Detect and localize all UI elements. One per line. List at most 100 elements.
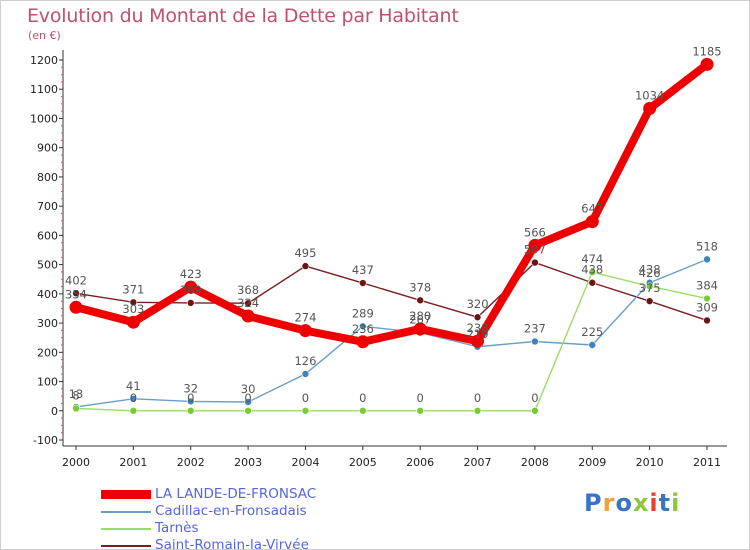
legend-swatch — [101, 511, 151, 513]
data-label: 1034 — [635, 89, 664, 103]
data-label: 32 — [183, 381, 198, 395]
data-label: 647 — [581, 202, 603, 216]
data-point — [531, 337, 539, 346]
y-tick-label: 300 — [37, 317, 58, 330]
series-line — [75, 261, 708, 322]
legend-label: Saint-Romain-la-Virvée — [155, 537, 309, 550]
data-label: 0 — [417, 391, 424, 405]
data-label: 280 — [409, 309, 431, 323]
data-label: 474 — [581, 252, 603, 266]
logo-letter: o — [615, 489, 633, 517]
data-point — [301, 406, 310, 415]
data-point — [186, 406, 195, 415]
y-tick-label: 400 — [37, 288, 58, 301]
data-point — [588, 278, 597, 287]
y-tick-label: 800 — [37, 171, 58, 184]
x-tick-label: 2001 — [119, 456, 147, 469]
data-label: 324 — [237, 296, 259, 310]
data-label: 236 — [352, 322, 374, 336]
x-tick-label: 2004 — [291, 456, 319, 469]
data-point — [186, 397, 195, 406]
data-label: 303 — [122, 302, 144, 316]
data-point — [184, 280, 198, 294]
data-label: 126 — [294, 354, 316, 368]
data-label: 0 — [474, 391, 481, 405]
data-point — [531, 258, 539, 267]
y-tick-label: 1100 — [30, 83, 58, 96]
x-tick-label: 2008 — [521, 456, 549, 469]
data-label: 1185 — [692, 44, 721, 58]
y-tick-label: 1000 — [30, 112, 58, 125]
data-point — [298, 324, 312, 338]
data-label: 375 — [639, 281, 661, 295]
data-label: 378 — [409, 280, 431, 294]
data-label: 368 — [237, 283, 259, 297]
logo-letter: i — [671, 489, 681, 517]
data-point — [643, 102, 657, 116]
data-label: 518 — [696, 239, 718, 253]
data-label: 426 — [639, 266, 661, 280]
data-point — [186, 299, 195, 307]
y-tick-label: 700 — [37, 200, 58, 213]
data-label: 219 — [467, 327, 489, 341]
data-label: 0 — [187, 391, 194, 405]
data-label: 438 — [639, 263, 661, 277]
data-point — [416, 406, 424, 415]
data-label: 0 — [531, 391, 538, 405]
data-point — [69, 300, 83, 314]
y-axis-ticks: -100 0 100 200 300 400 500 600 700 800 900 1000 1100… — [30, 54, 63, 447]
data-label: 384 — [696, 279, 718, 293]
data-point — [703, 255, 711, 264]
data-point — [129, 298, 138, 307]
data-label: 320 — [467, 297, 489, 311]
data-label: 0 — [130, 391, 137, 405]
data-label: 507 — [524, 243, 546, 257]
logo-letter: x — [632, 489, 650, 517]
data-label: 237 — [524, 321, 546, 335]
data-point — [301, 262, 310, 270]
data-point — [471, 334, 485, 348]
data-point — [531, 406, 539, 415]
data-point — [244, 398, 252, 406]
x-tick-label: 2005 — [349, 456, 377, 469]
x-axis-ticks: 2000 2001 2002 2003 2004 2005 2006 2007 2008 2009… — [62, 446, 721, 469]
x-tick-label: 2009 — [578, 456, 606, 469]
data-point — [129, 394, 138, 403]
data-point — [359, 406, 367, 415]
data-point — [588, 268, 597, 277]
data-label: 274 — [294, 311, 316, 325]
x-tick-label: 2011 — [693, 456, 721, 469]
data-point — [645, 282, 654, 291]
data-point — [473, 406, 482, 415]
data-label: 225 — [581, 325, 603, 339]
data-point — [241, 309, 255, 323]
data-label: 0 — [302, 391, 309, 405]
data-label: 369 — [180, 283, 202, 297]
y-tick-label: 200 — [37, 346, 58, 359]
y-tick-label: 900 — [37, 142, 58, 155]
data-point — [703, 294, 711, 303]
data-label: 13 — [69, 387, 84, 401]
data-label: 238 — [467, 321, 489, 335]
data-point — [528, 238, 542, 252]
data-point — [703, 316, 711, 325]
data-point — [356, 335, 370, 349]
data-point — [588, 341, 597, 349]
x-tick-label: 2007 — [464, 456, 492, 469]
data-point — [359, 322, 367, 331]
data-point — [700, 57, 714, 71]
data-label: 566 — [524, 225, 546, 239]
data-label: 0 — [244, 391, 251, 405]
data-point — [126, 315, 140, 329]
data-label: 437 — [352, 263, 374, 277]
y-tick-label: 100 — [37, 376, 58, 389]
data-point — [129, 406, 138, 415]
data-label: 354 — [65, 287, 87, 301]
data-label: 371 — [122, 282, 144, 296]
data-label: 438 — [581, 263, 603, 277]
chart-title: Evolution du Montant de la Dette par Hab… — [27, 5, 459, 27]
data-label: 8 — [72, 388, 79, 402]
data-label: 495 — [294, 246, 316, 260]
series-layer — [72, 60, 711, 412]
